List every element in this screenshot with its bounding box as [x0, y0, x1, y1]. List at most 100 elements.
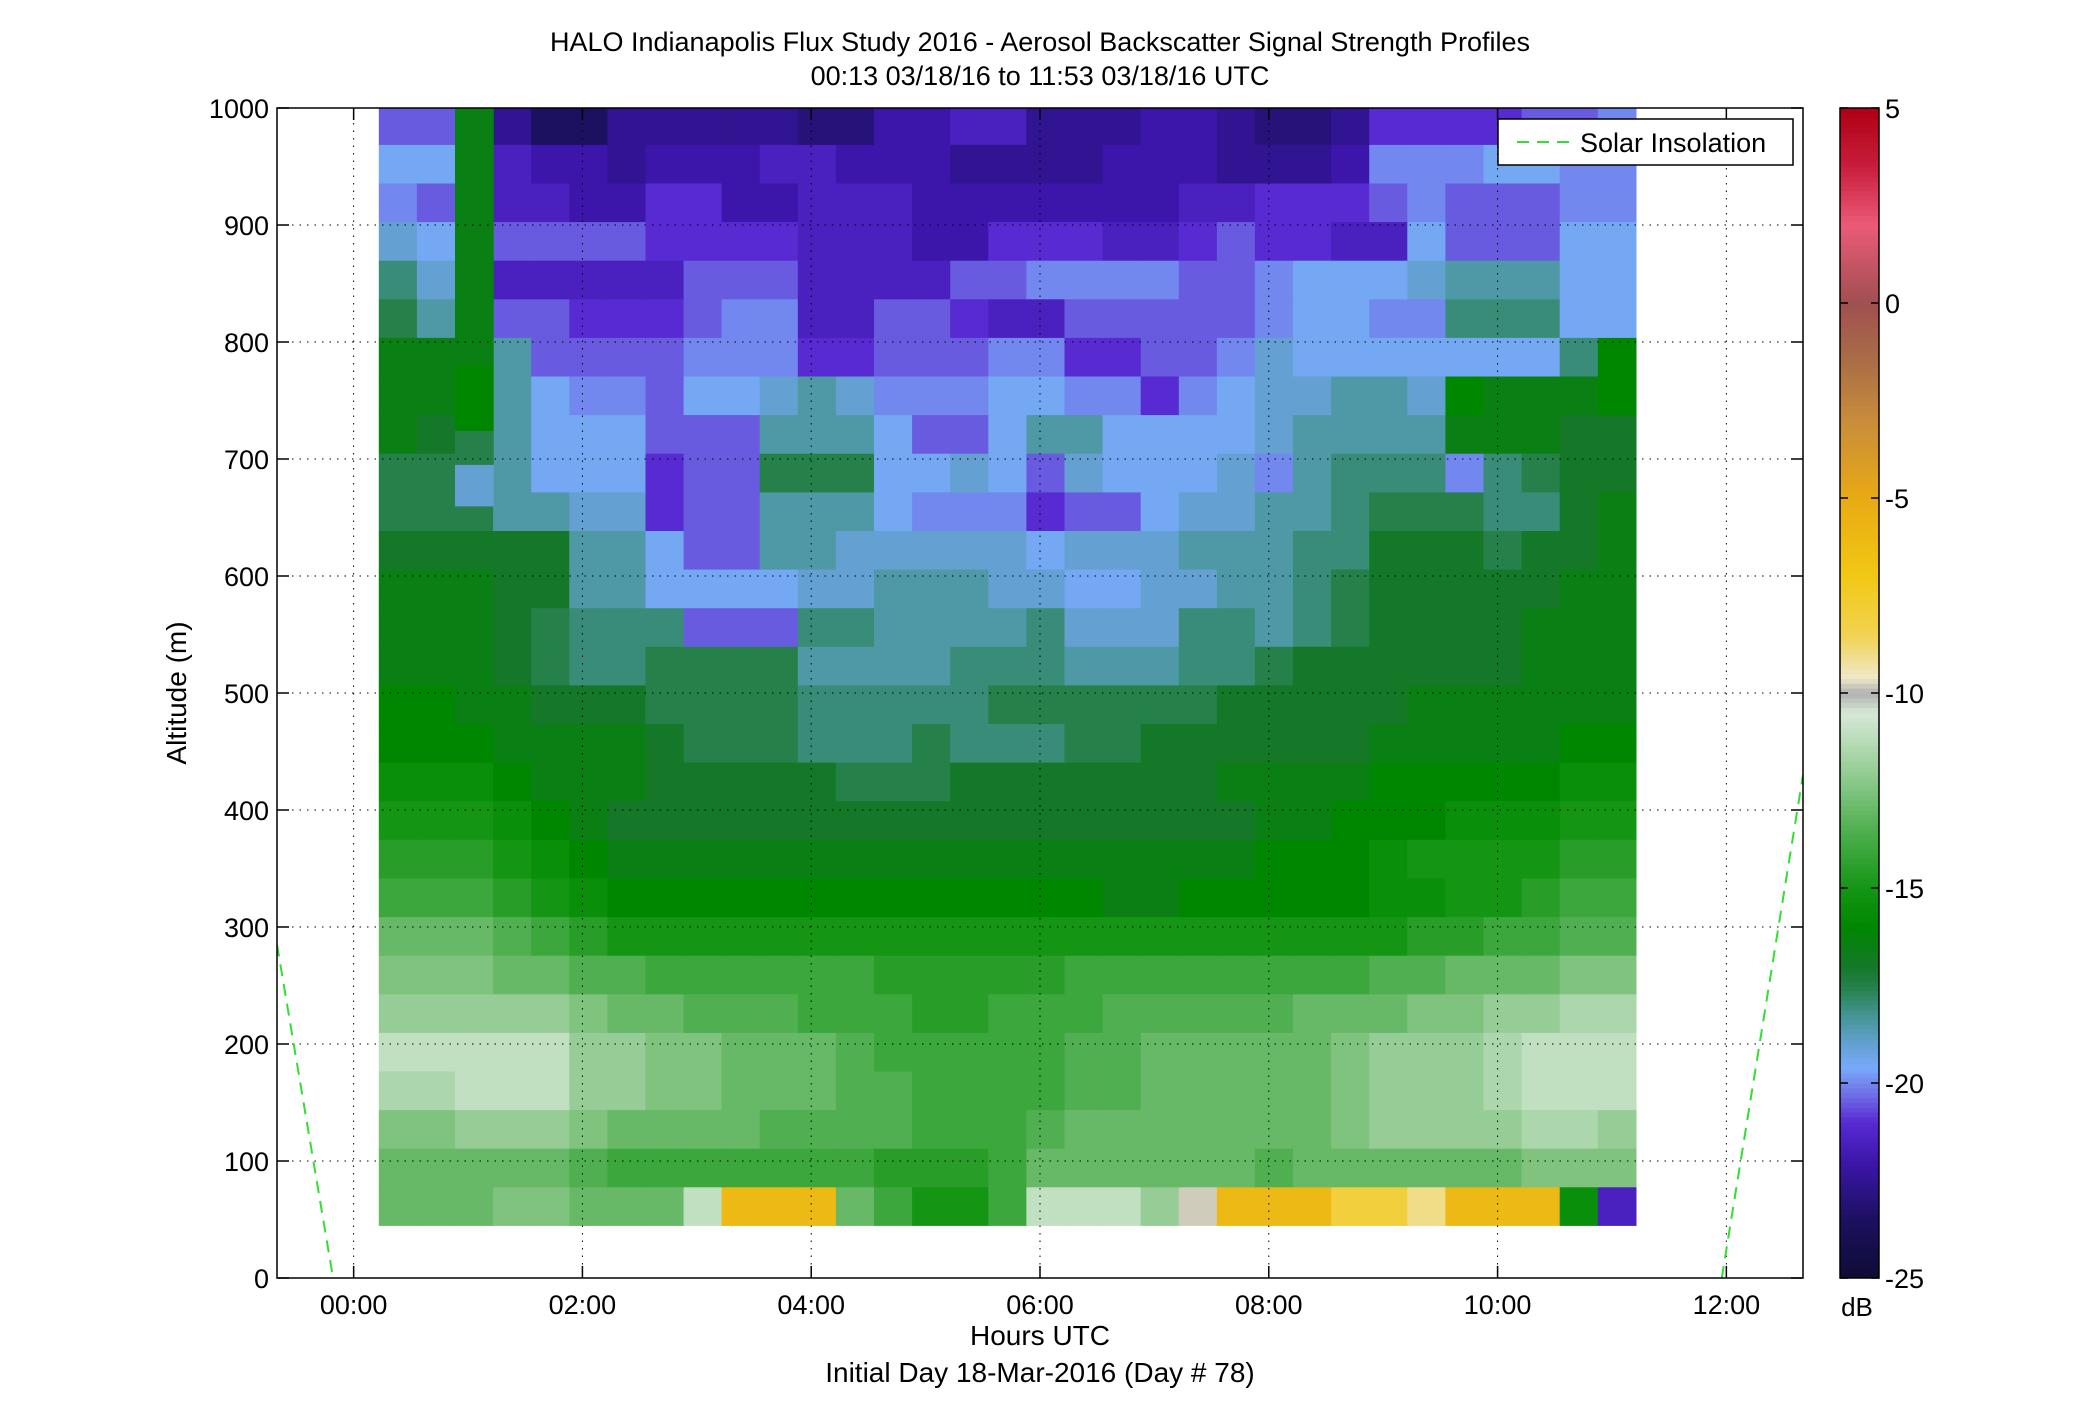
- heatmap-cell: [988, 337, 1027, 377]
- heatmap-cell: [836, 0, 875, 29]
- heatmap-cell: [1445, 646, 1485, 686]
- heatmap-cell: [1369, 877, 1408, 918]
- heatmap-cell: [531, 1109, 570, 1149]
- colorbar-step: [1840, 405, 1879, 411]
- heatmap-cell: [1064, 684, 1104, 724]
- colorbar-step: [1840, 259, 1879, 265]
- colorbar-step: [1840, 1131, 1879, 1138]
- heatmap-cell: [1254, 1032, 1294, 1072]
- heatmap-cell: [835, 1109, 875, 1149]
- heatmap-cell: [531, 1148, 570, 1188]
- heatmap-cell: [645, 762, 685, 802]
- heatmap-cell: [569, 800, 608, 840]
- heatmap-cell: [759, 1032, 799, 1072]
- heatmap-cell: [1597, 684, 1637, 724]
- heatmap-cell: [721, 800, 761, 840]
- heatmap-cell: [493, 298, 532, 338]
- heatmap-cell: [531, 607, 570, 647]
- heatmap-cell: [1293, 1070, 1332, 1111]
- heatmap-cell: [607, 723, 647, 763]
- heatmap-cell: [950, 1109, 989, 1149]
- heatmap-cell: [874, 955, 913, 995]
- heatmap-cell: [607, 646, 647, 686]
- heatmap-cell: [721, 1186, 761, 1226]
- heatmap-cell: [1483, 569, 1523, 609]
- heatmap-cell: [1064, 1070, 1104, 1111]
- heatmap-cell: [1254, 453, 1294, 493]
- heatmap-cell: [607, 144, 647, 184]
- heatmap-cell: [1178, 1186, 1218, 1226]
- heatmap-cell: [912, 916, 951, 956]
- heatmap-cell: [531, 0, 570, 29]
- heatmap-cell: [416, 723, 456, 763]
- heatmap-cell: [759, 955, 799, 995]
- heatmap-cell: [416, 375, 456, 416]
- colorbar-step: [1840, 546, 1879, 553]
- heatmap-cell: [1216, 1109, 1256, 1149]
- heatmap-cell: [531, 1070, 570, 1111]
- heatmap-cell: [874, 0, 913, 29]
- colorbar-step: [1840, 381, 1879, 387]
- heatmap-cell: [569, 108, 608, 145]
- heatmap-cell: [683, 414, 723, 454]
- heatmap-cell: [416, 607, 456, 647]
- heatmap-cell: [1369, 337, 1408, 377]
- colorbar-step: [1840, 122, 1879, 129]
- heatmap-cell: [1026, 1148, 1066, 1188]
- heatmap-cell: [1369, 955, 1408, 995]
- heatmap-cell: [1407, 453, 1446, 493]
- heatmap-cell: [912, 1109, 951, 1149]
- heatmap-cell: [988, 646, 1027, 686]
- heatmap-cell: [683, 530, 723, 570]
- heatmap-cell: [416, 530, 456, 570]
- heatmap-cell: [797, 375, 837, 416]
- heatmap-cell: [1254, 684, 1294, 724]
- heatmap-cell: [1521, 260, 1561, 300]
- colorbar-step: [1840, 356, 1879, 363]
- heatmap-cell: [1102, 1109, 1142, 1149]
- colorbar-step: [1840, 307, 1879, 314]
- heatmap-cell: [988, 260, 1027, 300]
- heatmap-cell: [416, 182, 456, 223]
- heatmap-cell: [1407, 916, 1446, 956]
- heatmap-cell: [1331, 0, 1370, 29]
- heatmap-cell: [1559, 453, 1599, 493]
- heatmap-cell: [1331, 569, 1370, 609]
- colorbar-step: [1840, 561, 1879, 567]
- heatmap-cell: [1026, 569, 1066, 609]
- heatmap-cell: [1064, 375, 1104, 416]
- colorbar-step: [1840, 907, 1879, 913]
- heatmap-cell: [1217, 0, 1256, 29]
- heatmap-cell: [1140, 955, 1180, 995]
- colorbar-step: [1840, 1170, 1879, 1177]
- heatmap-cell: [912, 260, 951, 300]
- heatmap-cell: [759, 530, 799, 570]
- heatmap-cell: [1102, 1148, 1142, 1188]
- heatmap-cell: [1331, 1186, 1370, 1226]
- colorbar-step: [1840, 288, 1879, 294]
- heatmap-cell: [1521, 1032, 1561, 1072]
- colorbar-step: [1840, 1263, 1879, 1269]
- heatmap-cell: [912, 839, 951, 879]
- colorbar-step: [1840, 551, 1879, 558]
- heatmap-cell: [1064, 108, 1104, 145]
- colorbar-step: [1840, 429, 1879, 436]
- heatmap-cell: [416, 108, 456, 145]
- colorbar-step: [1840, 707, 1879, 714]
- heatmap-cell: [1597, 530, 1637, 570]
- heatmap-cell: [988, 1032, 1027, 1072]
- heatmap-cell: [797, 1032, 837, 1072]
- heatmap-cell: [721, 569, 761, 609]
- heatmap-cell: [1522, 0, 1561, 29]
- heatmap-cell: [721, 182, 761, 223]
- heatmap-cell: [1102, 1186, 1142, 1226]
- colorbar-step: [1840, 1209, 1879, 1216]
- heatmap-cell: [797, 762, 837, 802]
- heatmap-cell: [721, 491, 761, 531]
- heatmap-cell: [416, 569, 456, 609]
- colorbar-step: [1840, 449, 1879, 455]
- heatmap-cell: [1102, 414, 1142, 454]
- heatmap-cell: [378, 607, 418, 647]
- heatmap-cell: [684, 0, 723, 29]
- heatmap-cell: [645, 530, 685, 570]
